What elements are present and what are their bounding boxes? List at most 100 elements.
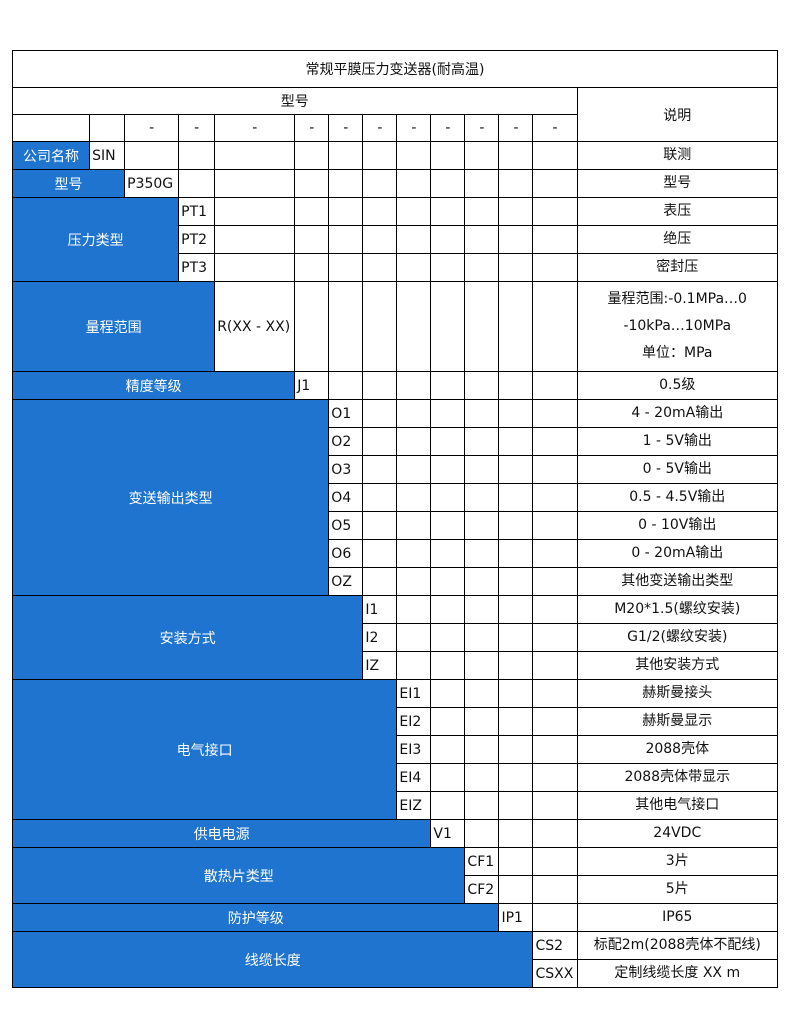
- empty-cell: [430, 679, 466, 708]
- description-line: 其他安装方式: [635, 657, 720, 673]
- empty-cell: [430, 511, 466, 540]
- option-description: 5片: [576, 875, 779, 904]
- separator-cell: -: [362, 114, 398, 142]
- empty-cell: [430, 253, 466, 282]
- empty-cell: [498, 281, 534, 372]
- empty-cell: [498, 819, 534, 848]
- table-row: O6 0 - 20mA输出: [13, 539, 779, 568]
- separator-cell: -: [294, 114, 330, 142]
- empty-cell: [464, 567, 500, 596]
- table-row: 变送输出类型 O1 4 - 20mA输出: [11, 399, 779, 596]
- empty-cell: [464, 427, 500, 456]
- description-line: 1 - 5V输出: [642, 433, 712, 449]
- group-label: 防护等级: [11, 903, 500, 932]
- empty-cell: [362, 253, 398, 282]
- option-description: 其他电气接口: [576, 791, 779, 820]
- empty-cell: [498, 197, 534, 226]
- empty-cell: [362, 225, 398, 254]
- empty-cell: [498, 253, 534, 282]
- empty-cell: [430, 455, 466, 484]
- empty-cell: [464, 371, 500, 400]
- empty-cell: [396, 483, 432, 512]
- description-line: 2088壳体带显示: [624, 769, 731, 785]
- empty-cell: [498, 371, 534, 400]
- empty-cell: [532, 253, 578, 282]
- option-description: 赫斯曼接头: [576, 679, 779, 708]
- description-line: 0 - 10V输出: [638, 517, 717, 533]
- option-description: 密封压: [576, 253, 779, 282]
- table-row: O5 0 - 10V输出: [13, 511, 779, 540]
- empty-cell: [532, 763, 578, 792]
- empty-cell: [294, 141, 330, 170]
- empty-cell: [464, 281, 500, 372]
- empty-cell: [362, 371, 398, 400]
- table-row: 公司名称 SIN 联测: [11, 141, 779, 170]
- empty-cell: [464, 791, 500, 820]
- empty-cell: [498, 169, 534, 198]
- empty-cell: [464, 651, 500, 680]
- option-code: EI3: [396, 735, 432, 764]
- table-row: CF2 5片: [13, 875, 779, 904]
- separator-cell: -: [498, 114, 534, 142]
- table-row: 线缆长度 CS2 标配2m(2088壳体不配线): [11, 931, 779, 988]
- empty-cell: [430, 651, 466, 680]
- table-row: PT2 绝压: [13, 225, 779, 254]
- table-title: 常规平膜压力变送器(耐高温): [12, 50, 778, 88]
- option-code: CSXX: [532, 959, 578, 988]
- table-row: 精度等级 J1 0.5级: [11, 371, 779, 400]
- empty-cell: [498, 875, 534, 904]
- option-description: 标配2m(2088壳体不配线): [576, 931, 779, 960]
- empty-cell: [294, 225, 330, 254]
- empty-cell: [328, 281, 364, 372]
- table-row: O3 0 - 5V输出: [13, 455, 779, 484]
- table-row: 量程范围 R(XX - XX) 量程范围:-0.1MPa…0 -10kPa…10MPa…: [11, 281, 779, 372]
- group-label: 量程范围: [11, 281, 216, 372]
- empty-cell: [430, 483, 466, 512]
- empty-cell: [328, 225, 364, 254]
- option-code: CS2: [532, 931, 578, 960]
- table-row: 压力类型 PT1 表压: [11, 197, 779, 282]
- empty-cell: [464, 399, 500, 428]
- empty-cell: [464, 225, 500, 254]
- empty-cell: [396, 141, 432, 170]
- option-description: 0 - 5V输出: [576, 455, 779, 484]
- description-line: 表压: [663, 203, 692, 219]
- description-line: 其他电气接口: [635, 797, 720, 813]
- option-code: SIN: [89, 141, 126, 170]
- group-label: 压力类型: [11, 197, 180, 282]
- group-label: 型号: [11, 169, 126, 198]
- group-label: 线缆长度: [11, 931, 534, 988]
- empty-cell: [328, 169, 364, 198]
- empty-cell: [430, 169, 466, 198]
- option-code: O5: [328, 511, 364, 540]
- empty-cell: [362, 483, 398, 512]
- empty-cell: [464, 595, 500, 624]
- option-code: PT1: [178, 197, 216, 226]
- table-row: I2 G1/2(螺纹安装): [13, 623, 779, 652]
- empty-cell: [464, 735, 500, 764]
- empty-cell: [532, 281, 578, 372]
- empty-cell: [396, 511, 432, 540]
- option-description: 0.5级: [576, 371, 779, 400]
- empty-cell: [396, 253, 432, 282]
- description-line: 2088壳体: [645, 741, 710, 757]
- empty-cell: [178, 141, 216, 170]
- empty-cell: [464, 483, 500, 512]
- option-description: 绝压: [576, 225, 779, 254]
- empty-cell: [532, 455, 578, 484]
- option-code: I2: [362, 623, 398, 652]
- empty-cell: [532, 371, 578, 400]
- option-code: PT3: [178, 253, 216, 282]
- empty-cell: [214, 169, 296, 198]
- empty-cell: [396, 623, 432, 652]
- empty-cell: [464, 141, 500, 170]
- empty-cell: [430, 735, 466, 764]
- empty-cell: [532, 651, 578, 680]
- table-row: 防护等级 IP1 IP65: [11, 903, 779, 932]
- table-row: 散热片类型 CF1 3片: [11, 847, 779, 904]
- description-line: 0 - 5V输出: [642, 461, 712, 477]
- description-line: 4 - 20mA输出: [631, 405, 724, 421]
- description-line: 3片: [665, 853, 689, 869]
- description-line: 密封压: [656, 259, 699, 275]
- empty-cell: [532, 903, 578, 932]
